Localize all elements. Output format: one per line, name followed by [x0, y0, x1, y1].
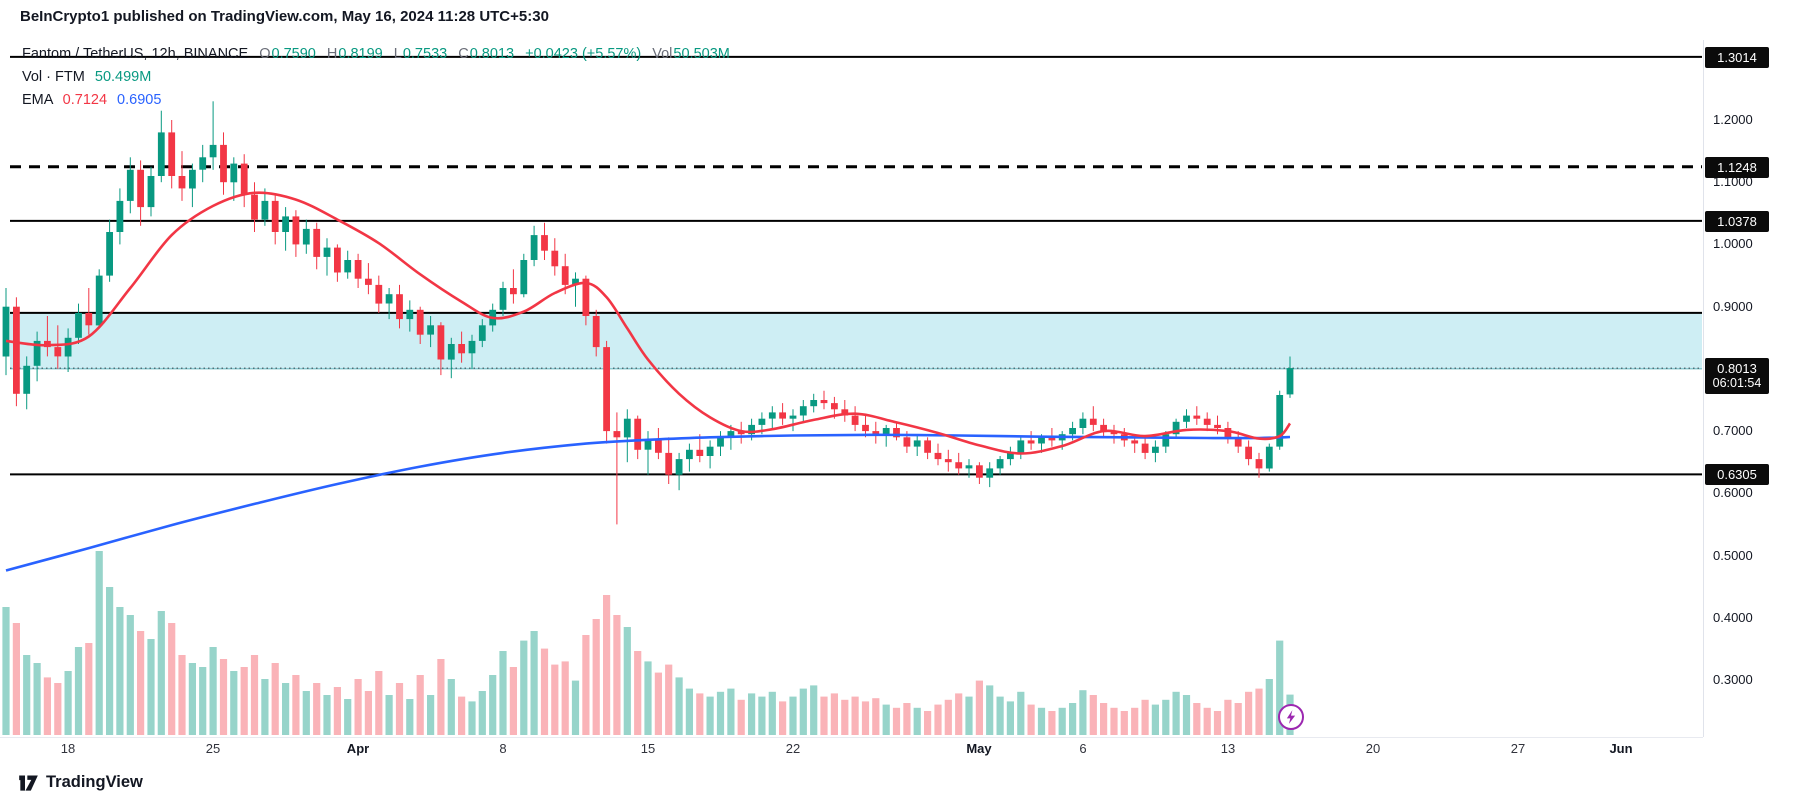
- close-label: C: [458, 46, 469, 62]
- price-level-badge: 1.3014: [1705, 47, 1769, 68]
- price-axis-label: 1.2000: [1713, 112, 1753, 127]
- high-label: H: [326, 46, 338, 62]
- tradingview-logo-icon: [19, 775, 38, 791]
- time-axis-tick: 6: [1079, 741, 1087, 756]
- candles: [2, 101, 1294, 525]
- open-label: O: [259, 46, 271, 62]
- volume-bars: [2, 551, 1294, 735]
- price-level-badge: 1.0378: [1705, 211, 1769, 232]
- price-level-badge: 1.1248: [1705, 157, 1769, 178]
- time-axis-tick: 27: [1510, 741, 1526, 756]
- volume-value: 50.503M: [673, 46, 730, 62]
- countdown-timer: 06:01:54: [1712, 376, 1762, 390]
- price-axis-label: 0.6000: [1713, 485, 1753, 500]
- time-axis-tick: 25: [205, 741, 221, 756]
- volume-label: Vol: [652, 46, 673, 62]
- price-axis-label: 0.5000: [1713, 548, 1753, 563]
- price-level-badge: 0.6305: [1705, 464, 1769, 485]
- volume-indicator-label: Vol · FTM: [22, 69, 85, 85]
- time-axis-tick: 15: [640, 741, 656, 756]
- legend-ema-row: EMA 0.7124 0.6905: [22, 89, 730, 112]
- tradingview-attribution[interactable]: TradingView: [18, 772, 143, 793]
- current-price-badge: 0.8013 06:01:54: [1705, 358, 1769, 394]
- time-axis-tick: 18: [60, 741, 76, 756]
- price-axis-separator: [1703, 40, 1704, 737]
- price-axis-label: 0.4000: [1713, 610, 1753, 625]
- price-axis-label: 0.7000: [1713, 423, 1753, 438]
- close-value: 0.8013: [469, 46, 515, 62]
- legend-volume-row: Vol · FTM 50.499M: [22, 66, 730, 89]
- time-axis-tick: 13: [1220, 741, 1236, 756]
- published-attribution: BeInCrypto1 published on TradingView.com…: [20, 8, 549, 25]
- chart-legend: Fantom / TetherUS, 12h, BINANCE O0.7590 …: [22, 43, 730, 112]
- ema-fast-line: [5, 191, 1292, 455]
- legend-symbol-row: Fantom / TetherUS, 12h, BINANCE O0.7590 …: [22, 43, 730, 66]
- horizontal-levels: [10, 55, 1702, 476]
- highlight-band: [10, 312, 1702, 370]
- price-axis-label: 0.3000: [1713, 672, 1753, 687]
- lightning-bolt-icon: [1286, 710, 1296, 724]
- low-value: 0.7533: [402, 46, 448, 62]
- time-axis-tick: Jun: [1609, 741, 1633, 756]
- price-axis-label: 1.0000: [1713, 236, 1753, 251]
- time-axis-tick: May: [966, 741, 992, 756]
- time-axis-tick: 22: [785, 741, 801, 756]
- price-axis-label: 0.9000: [1713, 299, 1753, 314]
- ema-slow-value: 0.6905: [117, 92, 162, 108]
- open-value: 0.7590: [271, 46, 316, 62]
- ema-fast-value: 0.7124: [62, 92, 108, 108]
- low-label: L: [393, 46, 402, 62]
- ema-slow-line: [5, 433, 1291, 572]
- time-axis-tick: 8: [499, 741, 507, 756]
- time-axis-tick: Apr: [346, 741, 370, 756]
- time-axis-tick: 20: [1365, 741, 1381, 756]
- time-axis-separator: [0, 737, 1703, 738]
- high-value: 0.8199: [338, 46, 383, 62]
- ema-indicator-label: EMA: [22, 92, 53, 108]
- volume-indicator-value: 50.499M: [94, 69, 152, 85]
- change-value: +0.0423 (+5.57%): [525, 46, 642, 62]
- tradingview-wordmark: TradingView: [46, 773, 143, 791]
- symbol-title: Fantom / TetherUS, 12h, BINANCE: [22, 46, 249, 62]
- lightning-marker[interactable]: [1278, 704, 1304, 730]
